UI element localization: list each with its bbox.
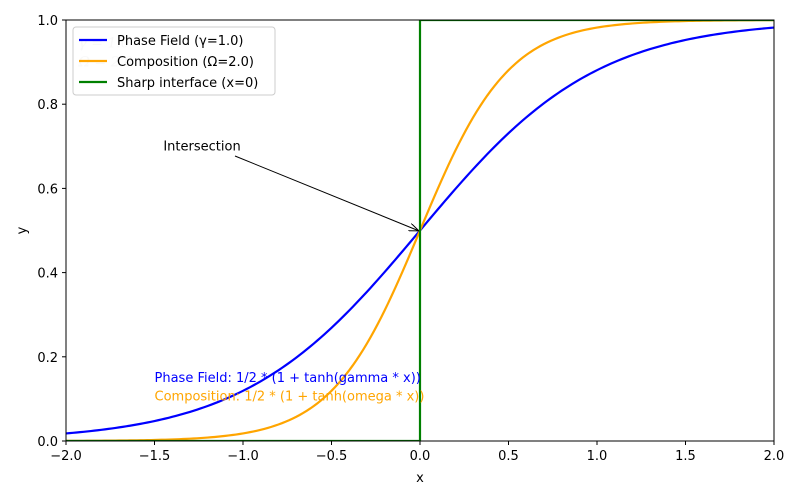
y-tick-label: 0.0 [37,435,58,450]
formula-note: Composition: 1/2 * (1 + tanh(omega * x)) [155,390,425,405]
x-tick-label: −1.0 [227,449,259,464]
y-axis: 0.0 0.2 0.4 0.6 0.8 1.0 [37,14,66,450]
x-tick-label: −1.5 [139,449,171,464]
annotation-text: Intersection [163,140,240,155]
x-tick-label: −0.5 [316,449,348,464]
x-tick-label: 1.5 [675,449,696,464]
x-tick-label: 1.0 [587,449,608,464]
x-tick-label: 0.0 [410,449,431,464]
y-tick-label: 0.6 [37,182,58,197]
formula-note: Phase Field: 1/2 * (1 + tanh(gamma * x)) [155,371,421,386]
legend-entry: Phase Field (γ=1.0) [117,34,244,49]
x-tick-label: 0.5 [498,449,519,464]
x-tick-label: −2.0 [50,449,82,464]
x-axis: −2.0 −1.5 −1.0 −0.5 0.0 0.5 1.0 1.5 2.0 [50,441,784,464]
y-tick-label: 0.4 [37,267,58,282]
legend-box [72,26,276,96]
legend-entry: Sharp interface (x=0) [117,76,258,91]
y-tick-label: 0.2 [37,351,58,366]
x-axis-title: x [416,471,424,486]
intersection-annotation: Intersection [163,140,418,231]
legend: Phase Field (γ=1.0) Composition (Ω=2.0) Sh… [72,26,276,96]
formula-notes: Phase Field: 1/2 * (1 + tanh(gamma * x))… [155,371,425,405]
x-tick-label: 2.0 [764,449,785,464]
annotation-arrow [234,155,418,231]
y-tick-label: 1.0 [37,14,58,29]
y-axis-title: y [15,226,30,234]
y-tick-label: 0.8 [37,98,58,113]
legend-entry: Composition (Ω=2.0) [117,55,254,70]
